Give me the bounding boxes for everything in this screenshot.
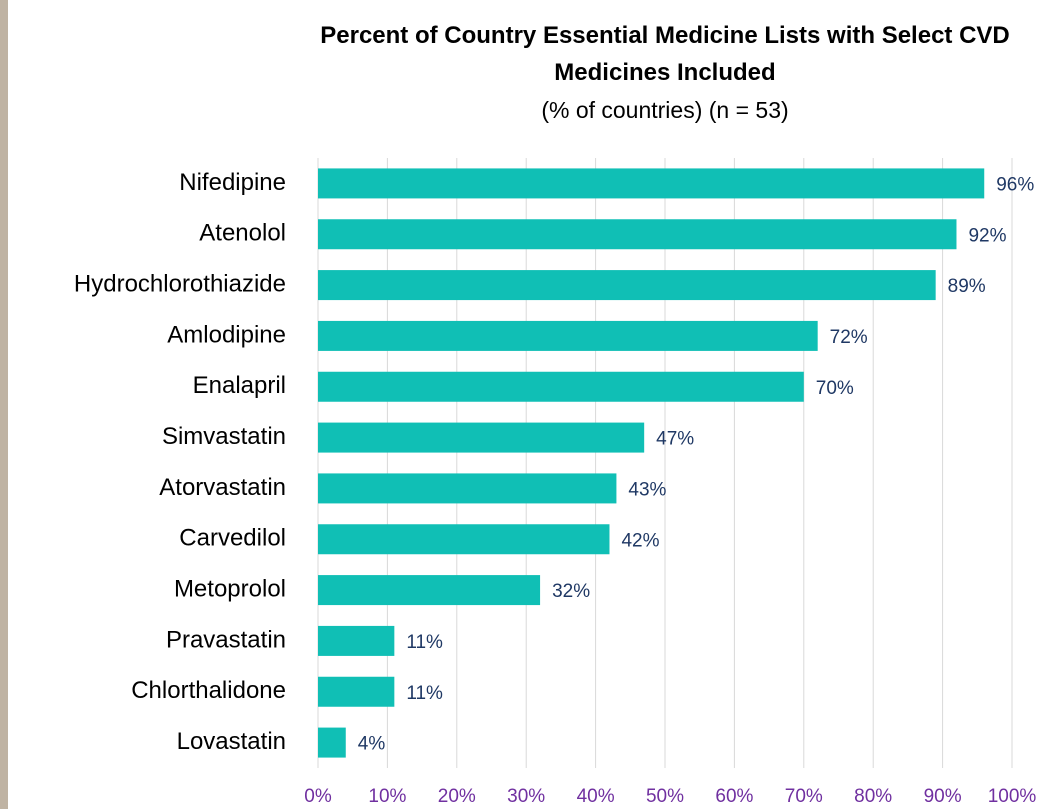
- x-tick-label: 80%: [854, 786, 892, 807]
- y-tick-label: Atenolol: [199, 220, 286, 247]
- data-label: 4%: [358, 734, 386, 755]
- y-tick-label: Metoprolol: [174, 575, 286, 602]
- data-label: 32%: [552, 581, 590, 602]
- y-tick-label: Chlorthalidone: [131, 677, 286, 704]
- bar: [318, 727, 346, 758]
- y-tick-label: Carvedilol: [179, 525, 286, 552]
- bar: [318, 524, 610, 555]
- y-tick-label: Hydrochlorothiazide: [74, 270, 286, 297]
- x-tick-label: 50%: [646, 786, 684, 807]
- bar: [318, 270, 936, 301]
- data-label: 11%: [406, 683, 443, 704]
- data-label: 70%: [816, 378, 854, 399]
- data-label: 72%: [830, 327, 868, 348]
- x-tick-label: 90%: [924, 786, 962, 807]
- side-strip: [0, 0, 8, 809]
- data-label: 42%: [621, 530, 659, 551]
- x-tick-label: 20%: [438, 786, 476, 807]
- x-tick-label: 0%: [304, 786, 332, 807]
- chart-title: Percent of Country Essential Medicine Li…: [320, 22, 1010, 86]
- x-tick-label: 40%: [577, 786, 615, 807]
- data-label: 11%: [406, 632, 443, 653]
- title-line: Percent of Country Essential Medicine Li…: [320, 22, 1010, 49]
- data-label: 96%: [996, 174, 1034, 195]
- y-tick-label: Lovastatin: [177, 728, 286, 755]
- data-label: 43%: [628, 479, 666, 500]
- data-label: 47%: [656, 429, 694, 450]
- y-tick-label: Enalapril: [193, 372, 286, 399]
- bar: [318, 168, 985, 199]
- title-line: Medicines Included: [554, 59, 775, 86]
- y-tick-label: Pravastatin: [166, 626, 286, 653]
- data-label: 89%: [948, 276, 986, 297]
- bar: [318, 473, 617, 504]
- bar: [318, 575, 541, 606]
- y-tick-label: Simvastatin: [162, 423, 286, 450]
- bar: [318, 625, 395, 656]
- x-tick-label: 100%: [988, 786, 1037, 807]
- y-tick-label: Nifedipine: [179, 169, 286, 196]
- chart-subtitle: (% of countries) (n = 53): [541, 97, 788, 123]
- bar: [318, 676, 395, 707]
- data-label: 92%: [968, 225, 1006, 246]
- y-tick-label: Amlodipine: [167, 321, 286, 348]
- bar: [318, 320, 818, 351]
- bar: [318, 371, 804, 402]
- bar: [318, 219, 957, 250]
- y-tick-label: Atorvastatin: [159, 474, 286, 501]
- x-tick-label: 10%: [368, 786, 406, 807]
- x-tick-label: 60%: [715, 786, 753, 807]
- x-tick-label: 30%: [507, 786, 545, 807]
- bar: [318, 422, 645, 453]
- x-tick-label: 70%: [785, 786, 823, 807]
